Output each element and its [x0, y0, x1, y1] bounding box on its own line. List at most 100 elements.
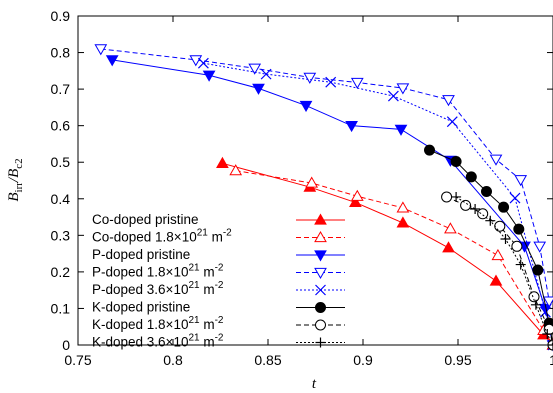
data-point [542, 296, 553, 308]
legend-marker [315, 337, 326, 348]
data-point [442, 241, 455, 253]
x-tick-label: 0.95 [444, 352, 471, 368]
data-point [513, 223, 525, 235]
y-label-sep: / [6, 176, 22, 183]
legend-label-part: -2 [215, 263, 224, 274]
data-point [105, 55, 119, 67]
legend-marker [314, 267, 327, 280]
x-tick-label: 0.9 [353, 352, 373, 368]
legend-label-part: P-doped pristine [92, 247, 190, 262]
legend-label-part: 21 [188, 315, 200, 326]
data-point [299, 100, 313, 113]
y-tick-label: 0.7 [51, 81, 71, 97]
series-4 [197, 57, 553, 351]
data-point [494, 220, 506, 232]
data-point [387, 90, 399, 102]
data-point [197, 57, 209, 69]
data-point [530, 299, 541, 310]
data-point [509, 192, 521, 204]
data-point [489, 274, 503, 286]
legend-marker [314, 230, 327, 243]
y-tick-label: 0.6 [51, 118, 71, 134]
legend-label-part: 21 [188, 263, 200, 274]
series-line [112, 59, 553, 346]
data-point [514, 175, 528, 187]
x-tick-label: 0.75 [64, 352, 91, 368]
x-axis-label: t [312, 376, 317, 392]
legend-label-part: m [200, 265, 215, 280]
data-point [489, 154, 503, 166]
data-point [303, 72, 317, 84]
legend-marker [314, 250, 327, 262]
legend-label: K-doped 1.8×1021 m-2 [92, 315, 224, 332]
legend-label-part: Co-doped 1.8×10 [92, 230, 197, 245]
data-point [216, 156, 229, 168]
data-point [481, 185, 492, 197]
legend-label-part: m [200, 282, 215, 297]
y-tick-label: 0 [62, 337, 70, 353]
y-tick-label: 0.3 [51, 227, 71, 243]
data-point [498, 201, 510, 213]
legend-label: Co-doped pristine [92, 212, 199, 227]
data-point [396, 83, 410, 95]
data-point [424, 144, 435, 156]
y-label-b: B [6, 192, 22, 201]
data-point [511, 240, 523, 252]
data-point [325, 76, 337, 88]
legend-label-part: m [208, 230, 223, 245]
x-tick-label: 1 [549, 352, 553, 368]
data-point [442, 95, 455, 107]
y-label-sub-c2: c2 [13, 158, 25, 168]
data-point [450, 155, 462, 167]
legend-label: P-doped 1.8×1021 m-2 [92, 263, 224, 280]
y-tick-label: 0.1 [51, 300, 71, 316]
series-5 [424, 144, 553, 351]
data-point [248, 63, 262, 75]
legend-label-part: P-doped 1.8×10 [92, 265, 188, 280]
legend-label-part: -2 [215, 280, 224, 291]
legend-label-part: m [200, 317, 215, 332]
legend-marker [315, 319, 326, 331]
data-point [542, 329, 553, 340]
series-0 [216, 156, 553, 350]
data-point [252, 83, 265, 95]
legend-label-part: -2 [215, 315, 224, 326]
data-point [500, 233, 511, 244]
data-point [305, 176, 319, 188]
data-point [465, 171, 477, 183]
data-point [350, 189, 364, 201]
series-layer [94, 44, 553, 352]
series-line [222, 162, 553, 346]
data-point [396, 216, 410, 228]
legend-label: P-doped 3.6×1021 m-2 [92, 280, 224, 297]
y-axis-label: Birr/Bc2 [6, 158, 25, 201]
series-line [235, 170, 553, 346]
data-point [533, 241, 547, 253]
series-line [446, 196, 553, 346]
axis-ticks: 0.75 0.8 0.85 0.9 0.95 1 0 0.1 0.2 0.3 0.4 0.5 0.6 0.… [51, 8, 553, 368]
data-point [345, 121, 358, 133]
data-point [539, 306, 551, 318]
legend-label-part: P-doped 3.6×10 [92, 282, 188, 297]
legend-marker [314, 213, 327, 225]
legend-marker [315, 284, 326, 296]
x-tick-label: 0.8 [163, 352, 183, 368]
legend-label-part: 21 [197, 228, 209, 239]
x-tick-label: 0.85 [254, 352, 281, 368]
data-point [260, 68, 272, 80]
data-point [350, 77, 364, 90]
legend-label: K-doped pristine [92, 300, 190, 315]
y-tick-label: 0.2 [51, 264, 71, 280]
legend-label-part: K-doped pristine [92, 300, 190, 315]
legend-label-part: K-doped 3.6×10 [92, 335, 188, 350]
legend-label: P-doped pristine [92, 247, 190, 262]
series-line [100, 48, 550, 302]
legend-label-part: 21 [188, 333, 200, 344]
data-point [441, 191, 453, 203]
data-point [491, 248, 505, 261]
legend-label: K-doped 3.6×1021 m-2 [92, 333, 224, 350]
data-point [446, 116, 458, 128]
series-1 [229, 164, 553, 350]
legend-label: Co-doped 1.8×1021 m-2 [92, 228, 232, 245]
